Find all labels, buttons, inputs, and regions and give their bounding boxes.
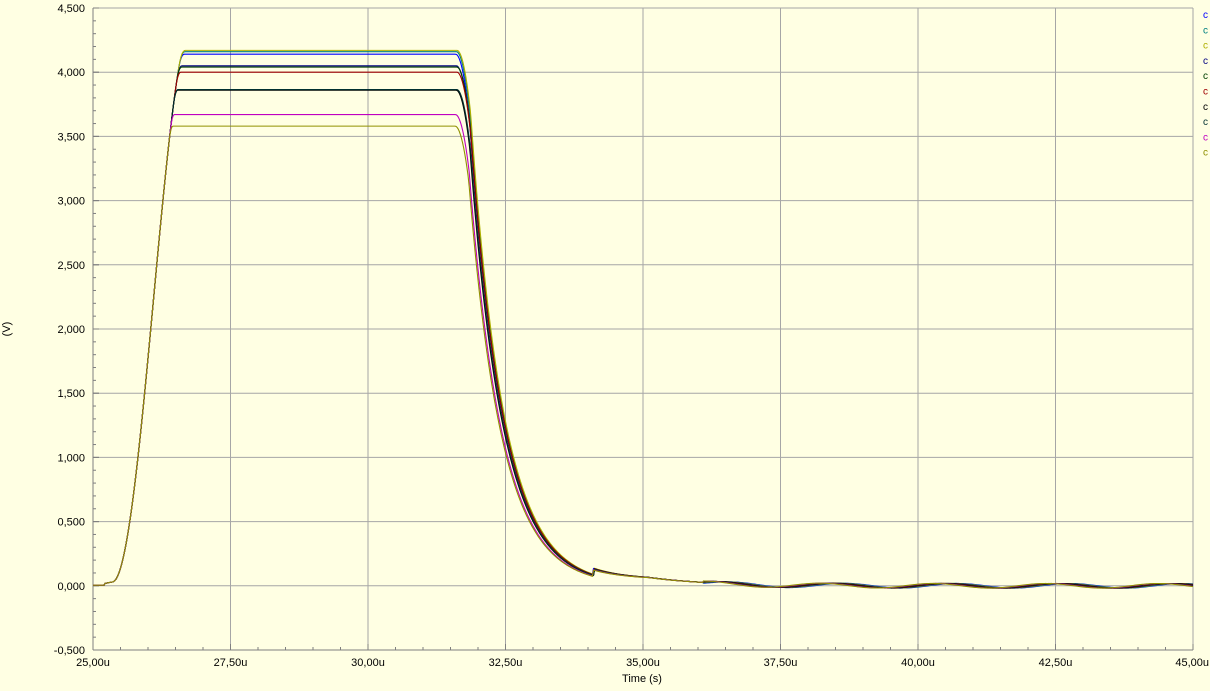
series-lines xyxy=(93,49,1194,589)
y-tick-label: 1,000 xyxy=(57,452,85,464)
x-tick-label: 37,50u xyxy=(764,657,798,669)
legend-entry[interactable]: c xyxy=(1203,132,1208,143)
axes: -0,500 0,000 0,500 1,000 1,500 2,000 2,500 3,00… xyxy=(54,3,1209,669)
y-tick-label: 3,500 xyxy=(57,131,85,143)
y-tick-label: 1,500 xyxy=(57,388,85,400)
legend-entry[interactable]: c xyxy=(1203,25,1208,36)
x-tick-label: 42,50u xyxy=(1039,657,1073,669)
legend-entry[interactable]: c xyxy=(1203,71,1208,82)
legend-entry[interactable]: c xyxy=(1203,41,1208,52)
x-tick-label: 45,00u xyxy=(1175,657,1209,669)
x-tick-label: 40,00u xyxy=(901,657,935,669)
legend-entry[interactable]: c xyxy=(1203,102,1208,113)
y-tick-label: 2,000 xyxy=(57,324,85,336)
x-tick-label: 32,50u xyxy=(489,657,523,669)
y-axis-label: (V) xyxy=(1,322,13,337)
y-tick-label: 4,500 xyxy=(57,3,85,15)
legend-entry[interactable]: c xyxy=(1203,10,1208,21)
x-axis-label: Time (s) xyxy=(622,673,662,685)
x-tick-label: 27,50u xyxy=(214,657,248,669)
y-tick-label: 2,500 xyxy=(57,260,85,272)
grid xyxy=(92,7,1194,651)
x-tick-label: 30,00u xyxy=(351,657,385,669)
y-tick-label: 0,500 xyxy=(57,517,85,529)
legend-entry[interactable]: c xyxy=(1203,117,1208,128)
y-tick-label: 0,000 xyxy=(57,581,85,593)
legend-entry[interactable]: c xyxy=(1203,148,1208,159)
series-line xyxy=(93,125,1194,589)
y-tick-label: -0,500 xyxy=(54,645,85,657)
x-tick-label: 35,00u xyxy=(626,657,660,669)
legend-entry[interactable]: c xyxy=(1203,87,1208,98)
y-tick-label: 3,000 xyxy=(57,196,85,208)
legend-entry[interactable]: c xyxy=(1203,56,1208,67)
x-tick-label: 25,00u xyxy=(76,657,110,669)
y-tick-label: 4,000 xyxy=(57,67,85,79)
